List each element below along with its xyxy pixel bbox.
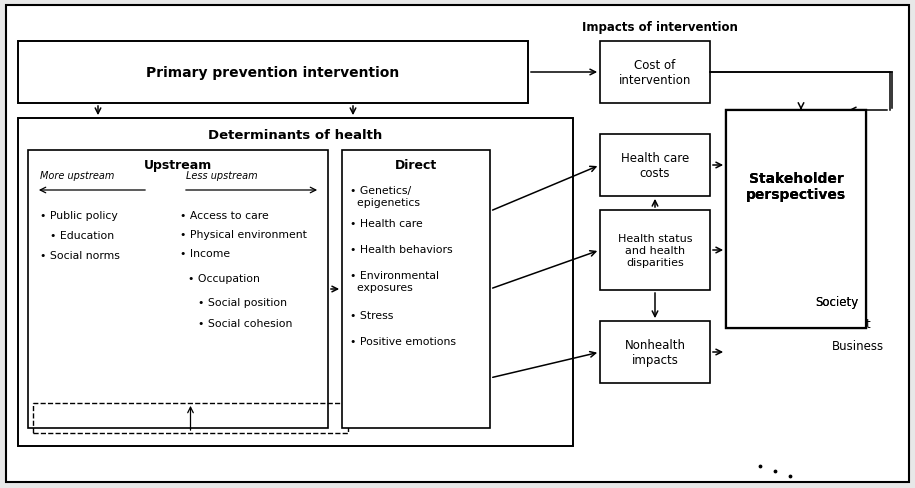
Text: Direct: Direct [395, 159, 437, 172]
Text: Stakeholder
perspectives: Stakeholder perspectives [746, 172, 846, 202]
Bar [342, 151, 490, 428]
Bar [28, 151, 328, 428]
Bar [739, 133, 879, 350]
Text: • Social cohesion: • Social cohesion [198, 318, 293, 328]
Bar [752, 155, 892, 372]
Text: • Environmental
  exposures: • Environmental exposures [350, 270, 439, 292]
Text: • Public policy: • Public policy [40, 210, 118, 221]
Bar [600, 210, 710, 290]
Text: • Access to care: • Access to care [180, 210, 269, 221]
Bar [600, 321, 710, 383]
Text: Health care
costs: Health care costs [621, 152, 689, 180]
Text: Less upstream: Less upstream [186, 171, 258, 181]
Text: Society: Society [814, 295, 858, 308]
Text: Nonhealth
impacts: Nonhealth impacts [625, 338, 685, 366]
Text: • Social norms: • Social norms [40, 250, 120, 261]
Text: • Physical environment: • Physical environment [180, 229, 307, 240]
Text: • Positive emotions: • Positive emotions [350, 336, 456, 346]
Bar [600, 135, 710, 197]
Text: More upstream: More upstream [40, 171, 114, 181]
Bar [726, 111, 866, 328]
Bar [726, 111, 866, 328]
Text: • Stress: • Stress [350, 310, 393, 320]
Text: • Income: • Income [180, 248, 231, 259]
Bar [600, 42, 710, 104]
Bar [18, 42, 528, 104]
Text: Business: Business [832, 339, 884, 352]
Text: • Health behaviors: • Health behaviors [350, 244, 453, 254]
Text: • Social position: • Social position [198, 297, 287, 307]
Text: Stakeholder
perspectives: Stakeholder perspectives [746, 172, 846, 202]
Bar [33, 403, 348, 433]
Text: Upstream: Upstream [144, 159, 212, 172]
Text: Health status
and health
disparities: Health status and health disparities [618, 234, 693, 267]
Bar [18, 119, 573, 446]
Text: • Genetics/
  epigenetics: • Genetics/ epigenetics [350, 185, 420, 207]
Text: Society: Society [814, 295, 858, 308]
Text: • Health care: • Health care [350, 219, 423, 228]
Text: • Occupation: • Occupation [188, 273, 260, 284]
Text: • Education: • Education [50, 230, 114, 241]
Text: Determinants of health: Determinants of health [209, 129, 382, 142]
Text: Primary prevention intervention: Primary prevention intervention [146, 66, 400, 80]
Text: Government: Government [797, 317, 871, 330]
Text: Cost of
intervention: Cost of intervention [619, 59, 691, 87]
Text: Impacts of intervention: Impacts of intervention [582, 21, 737, 35]
